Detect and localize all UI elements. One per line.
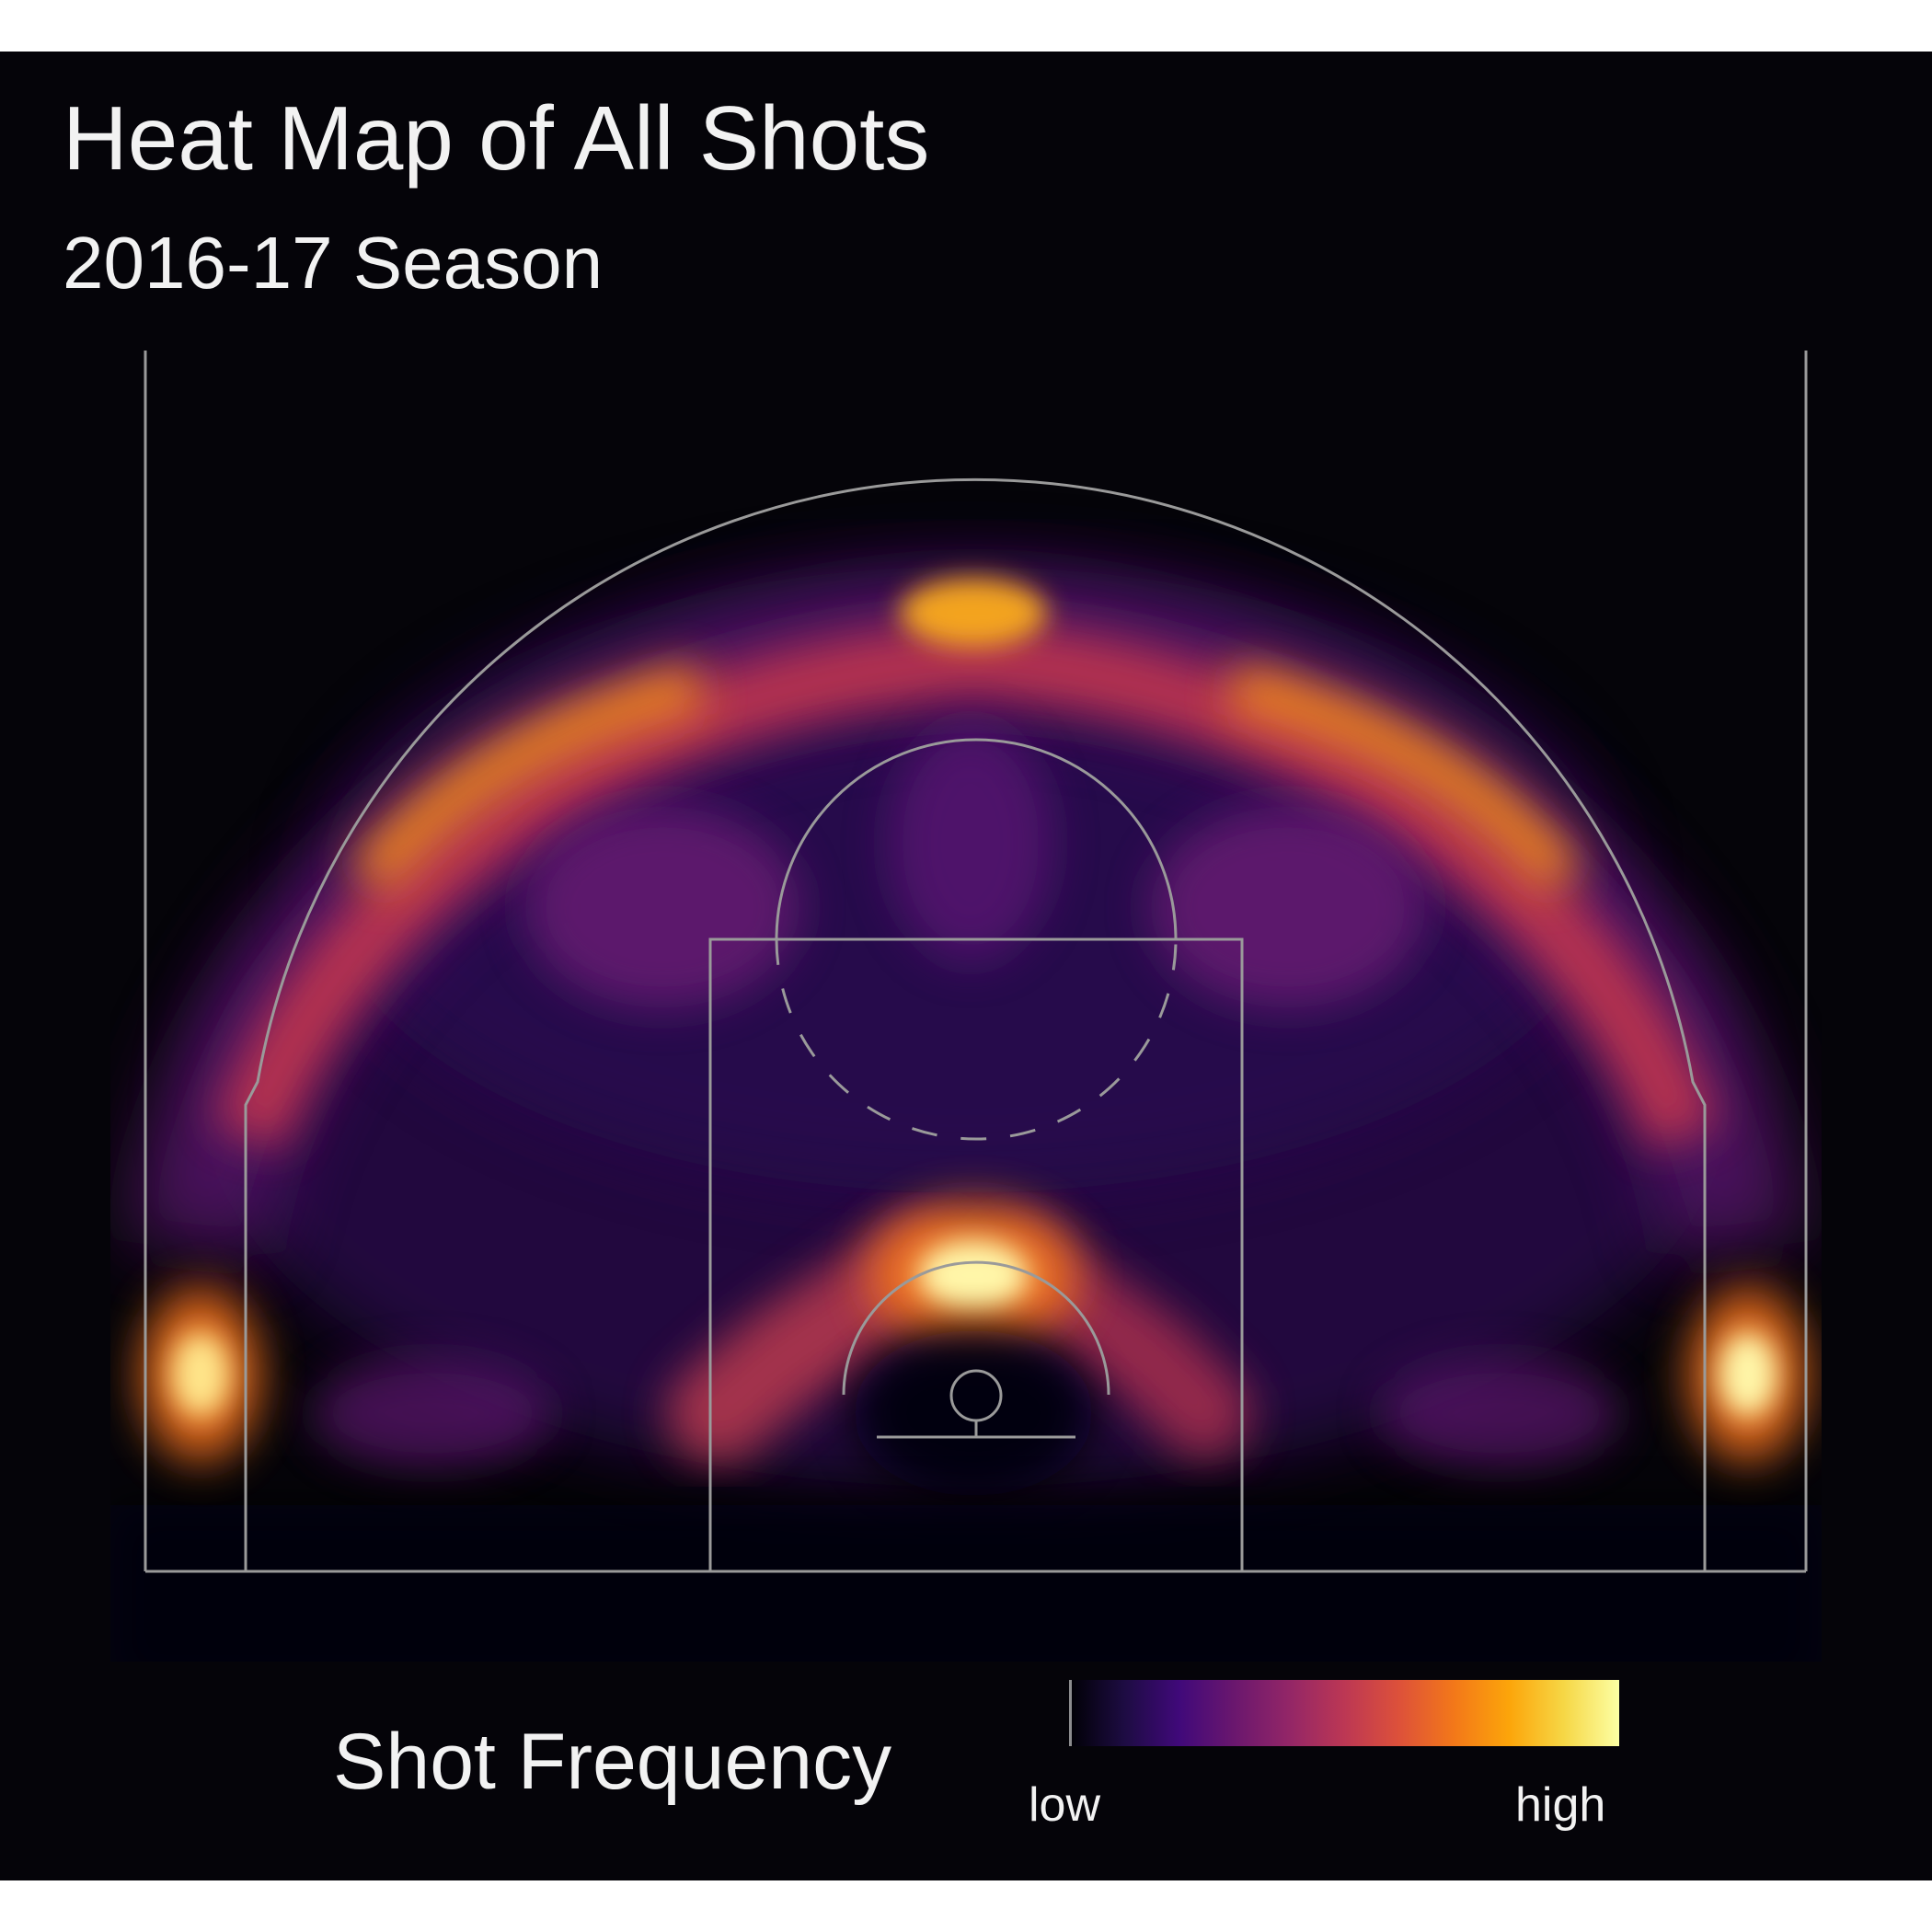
court-lines bbox=[144, 351, 1808, 1573]
heat-baseline-fade bbox=[110, 1505, 1822, 1662]
legend-high-label: high bbox=[1515, 1778, 1606, 1832]
legend-title: Shot Frequency bbox=[333, 1718, 892, 1806]
chart-panel: Heat Map of All Shots 2016-17 Season Sho… bbox=[0, 52, 1932, 1880]
heat-top-of-key bbox=[900, 578, 1047, 648]
heat-corner-left bbox=[171, 1332, 230, 1417]
colorbar-tick-low bbox=[1069, 1680, 1072, 1746]
heat-arc-band-core-right bbox=[1226, 661, 1584, 896]
heat-baseline-right bbox=[1380, 1358, 1619, 1468]
legend-low-label: low bbox=[1029, 1778, 1101, 1832]
legend-colorbar bbox=[1069, 1680, 1619, 1746]
heat-under-basket-pocket bbox=[854, 1330, 1093, 1496]
restricted-area-arc bbox=[842, 1260, 1110, 1396]
heat-corner-right bbox=[1719, 1332, 1777, 1417]
heat-layer bbox=[110, 567, 1822, 1662]
heat-restricted-area bbox=[918, 1240, 1029, 1310]
heat-baseline-left bbox=[313, 1358, 552, 1468]
free-throw-circle-bottom bbox=[775, 938, 1178, 1141]
heat-arc-band bbox=[213, 621, 1719, 1150]
three-point-line bbox=[244, 477, 1707, 1571]
heat-midrange-left bbox=[524, 806, 800, 1008]
paint bbox=[708, 937, 1244, 1573]
free-throw-circle-top bbox=[775, 738, 1178, 940]
chart-title: Heat Map of All Shots bbox=[63, 87, 930, 189]
heat-midrange-right bbox=[1150, 806, 1426, 1008]
heat-midrange-center bbox=[888, 723, 1053, 962]
chart-subtitle: 2016-17 Season bbox=[63, 222, 604, 304]
heat-arc-band-core-left bbox=[348, 661, 706, 896]
shot-heatmap-chart bbox=[110, 351, 1822, 1662]
